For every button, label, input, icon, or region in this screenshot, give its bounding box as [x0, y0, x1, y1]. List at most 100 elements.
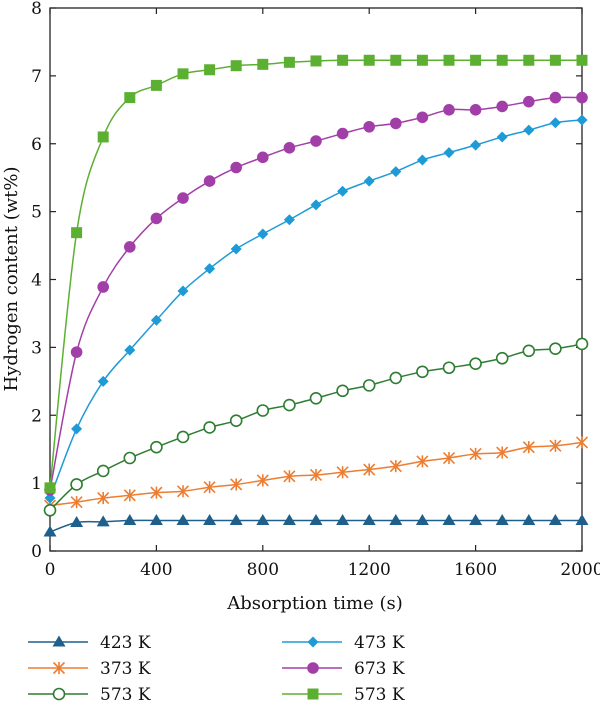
- data-point: [575, 513, 589, 526]
- legend-item: 573 K: [28, 685, 151, 704]
- series-3: [44, 114, 588, 504]
- data-point: [522, 344, 536, 358]
- data-point: [416, 154, 428, 166]
- data-point: [470, 139, 482, 151]
- data-point: [575, 436, 589, 449]
- data-point: [204, 263, 216, 275]
- x-tick-label: 400: [140, 560, 172, 580]
- data-point: [257, 228, 269, 240]
- data-point: [390, 117, 402, 130]
- legend-item: 473 K: [282, 633, 405, 653]
- data-point: [43, 525, 57, 537]
- data-point: [176, 430, 190, 444]
- legend-item: 573 K: [282, 685, 405, 704]
- series-4: [44, 91, 588, 496]
- legend-marker: [307, 662, 319, 674]
- data-point: [230, 478, 243, 491]
- series-0: [43, 513, 589, 537]
- data-point: [176, 485, 190, 498]
- data-point: [230, 60, 242, 72]
- data-point: [523, 54, 535, 66]
- data-point: [336, 513, 350, 526]
- data-point: [204, 64, 216, 76]
- data-point: [124, 92, 136, 104]
- legend-label: 373 K: [100, 659, 151, 679]
- data-point: [256, 474, 269, 487]
- x-tick-label: 1600: [454, 560, 497, 580]
- data-point: [522, 513, 536, 526]
- data-point: [70, 515, 84, 528]
- data-point: [97, 375, 109, 387]
- data-point: [496, 100, 509, 113]
- data-point: [362, 379, 376, 392]
- data-point: [416, 111, 429, 124]
- data-point: [150, 79, 162, 91]
- data-point: [229, 414, 243, 427]
- data-point: [416, 54, 428, 66]
- data-point: [70, 478, 83, 491]
- legend: 423 K 373 K 573 K 473 K 673 K 573 K: [28, 633, 405, 704]
- legend-marker: [307, 636, 319, 648]
- data-point: [123, 451, 137, 465]
- data-point: [229, 513, 243, 526]
- axes: 0 400 800 1200 1600 2000 0 1 2 3 4 5 6 7 8: [31, 0, 600, 580]
- data-point: [548, 513, 562, 526]
- y-tick-label: 0: [31, 542, 42, 562]
- legend-label: 573 K: [354, 685, 405, 704]
- data-point: [96, 515, 110, 527]
- series-lines: [43, 54, 589, 537]
- data-point: [283, 142, 296, 154]
- data-point: [150, 440, 163, 454]
- y-tick-label: 7: [31, 67, 42, 87]
- data-point: [282, 513, 296, 526]
- legend-item: 423 K: [28, 633, 151, 653]
- legend-marker: [52, 661, 66, 675]
- data-point: [522, 441, 535, 454]
- series-line: [49, 119, 583, 499]
- data-point: [549, 54, 561, 66]
- data-point: [443, 104, 455, 116]
- series-line: [49, 343, 583, 511]
- data-point: [496, 131, 508, 143]
- data-point: [256, 404, 270, 417]
- y-tick-label: 2: [31, 406, 42, 426]
- data-point: [337, 54, 349, 66]
- data-point: [309, 391, 323, 405]
- data-point: [469, 447, 482, 461]
- y-tick-label: 1: [31, 474, 42, 494]
- data-point: [310, 199, 322, 211]
- data-point: [469, 104, 482, 116]
- data-point: [496, 446, 509, 459]
- data-point: [469, 357, 482, 370]
- legend-marker: [307, 688, 319, 700]
- data-point: [495, 351, 509, 365]
- series-line: [49, 59, 582, 488]
- data-point: [337, 185, 349, 197]
- x-axis-title: Absorption time (s): [226, 593, 403, 614]
- data-point: [70, 496, 83, 509]
- data-point: [363, 54, 375, 66]
- legend-item: 673 K: [282, 659, 405, 679]
- legend-label: 423 K: [100, 633, 151, 653]
- data-point: [203, 175, 216, 187]
- y-tick-label: 3: [31, 338, 42, 358]
- data-point: [390, 166, 402, 178]
- data-point: [43, 503, 57, 517]
- data-point: [283, 56, 295, 68]
- data-point: [389, 513, 403, 526]
- data-point: [416, 365, 429, 379]
- y-axis-title: Hydrogen content (wt%): [1, 166, 22, 391]
- x-tick-label: 800: [247, 560, 279, 580]
- data-point: [523, 124, 535, 136]
- series-1: [43, 436, 589, 512]
- data-point: [283, 398, 296, 412]
- series-line: [49, 96, 583, 491]
- data-point: [230, 243, 242, 255]
- data-point: [283, 470, 296, 483]
- data-point: [256, 513, 270, 526]
- data-point: [309, 513, 323, 526]
- data-point: [257, 151, 269, 164]
- y-tick-label: 6: [31, 135, 42, 155]
- data-point: [97, 131, 109, 143]
- y-tick-label: 8: [31, 0, 42, 19]
